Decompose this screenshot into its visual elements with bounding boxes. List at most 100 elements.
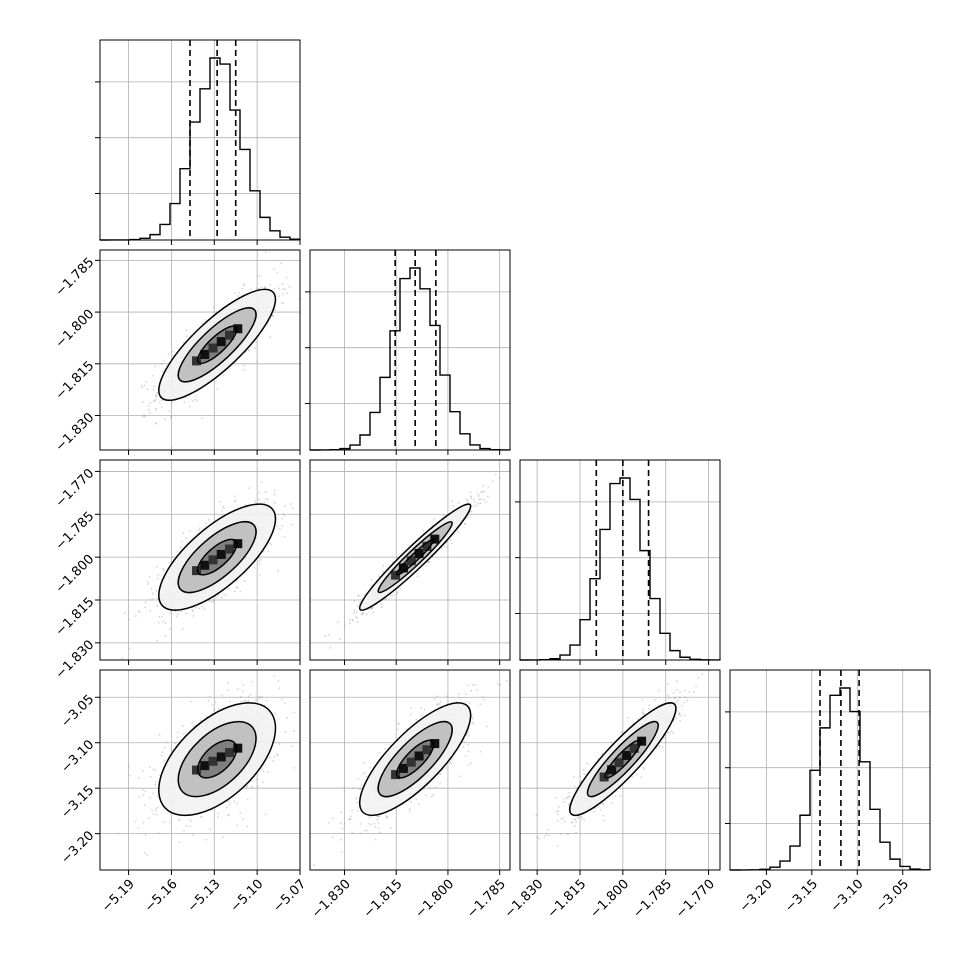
sample-point (279, 528, 281, 530)
sample-point (142, 401, 144, 403)
sample-point (343, 823, 346, 825)
sample-point (162, 620, 164, 623)
axis-frame (729, 669, 931, 871)
sample-point (389, 594, 392, 597)
sample-point (245, 786, 248, 788)
sample-point (290, 523, 293, 526)
sample-point (155, 394, 158, 397)
sample-point (398, 722, 400, 725)
sample-point (353, 609, 356, 612)
sample-point (418, 803, 421, 806)
sample-point (288, 285, 291, 288)
sample-point (235, 586, 238, 589)
sample-point (282, 513, 285, 515)
sample-point (262, 781, 264, 784)
sample-point (243, 580, 246, 583)
sample-point (339, 638, 341, 641)
sample-point (273, 755, 276, 758)
sample-point (643, 713, 646, 716)
axis-frame (99, 249, 301, 451)
sample-point (236, 824, 238, 827)
axis-frame (519, 459, 721, 661)
sample-point (154, 422, 157, 425)
sample-point (259, 558, 262, 561)
sample-point (385, 816, 388, 819)
sample-point (445, 695, 448, 698)
sample-point (144, 790, 147, 793)
sample-point (473, 501, 476, 504)
sample-point (151, 792, 154, 795)
sample-point (439, 700, 442, 703)
sample-point (408, 808, 411, 810)
sample-point (349, 619, 351, 621)
sample-point (340, 838, 342, 841)
sample-point (153, 400, 155, 402)
sample-point (352, 619, 355, 622)
sample-point (138, 610, 141, 613)
sample-point (217, 594, 219, 597)
sample-point (360, 613, 363, 616)
sample-point (575, 831, 578, 834)
sample-point (224, 594, 227, 596)
sample-point (149, 610, 152, 613)
density-peak-cell (398, 763, 408, 773)
sample-point (211, 703, 214, 706)
sample-point (160, 405, 163, 408)
density-peak-cell (216, 337, 226, 347)
sample-point (277, 680, 280, 682)
sample-point (152, 768, 155, 771)
sample-point (349, 818, 351, 821)
sample-point (254, 500, 257, 503)
sample-point (343, 624, 346, 626)
sample-point (352, 787, 355, 789)
sample-point (256, 360, 259, 363)
density-peak-cell (216, 549, 226, 559)
sample-point (198, 527, 201, 530)
sample-point (283, 515, 286, 517)
sample-point (151, 592, 154, 595)
sample-point (148, 411, 151, 414)
sample-point (356, 621, 359, 624)
sample-point (152, 388, 155, 391)
sample-point (420, 707, 423, 710)
sample-point (188, 530, 191, 532)
sample-point (222, 374, 225, 376)
sample-point (221, 694, 223, 697)
sample-point (164, 621, 167, 624)
sample-point (255, 287, 258, 290)
sample-point (246, 825, 249, 828)
sample-point (242, 683, 245, 686)
sample-point (376, 815, 379, 818)
sample-point (276, 271, 279, 274)
sample-point (431, 524, 434, 527)
sample-point (213, 709, 215, 711)
sample-point (683, 701, 686, 704)
sample-point (351, 618, 354, 621)
sample-point (467, 516, 470, 518)
sample-point (228, 813, 230, 816)
sample-point (276, 753, 279, 756)
density-3-2 (535, 673, 704, 847)
sample-point (145, 380, 148, 383)
sample-point (255, 778, 258, 781)
histogram-1 (309, 267, 511, 451)
contour-0 (196, 538, 238, 576)
sample-point (357, 594, 360, 597)
sample-point (156, 806, 159, 809)
sample-point (152, 597, 154, 600)
sample-point (433, 517, 436, 520)
sample-point (641, 698, 644, 701)
sample-point (357, 595, 360, 597)
sample-point (365, 613, 368, 616)
sample-point (358, 602, 361, 605)
sample-point (155, 589, 158, 592)
sample-point (305, 277, 307, 279)
sample-point (158, 615, 161, 618)
sample-point (351, 832, 354, 834)
density-peak-cell (200, 761, 210, 771)
sample-point (392, 594, 395, 597)
density-peak-cell (208, 756, 218, 766)
sample-point (222, 507, 225, 509)
sample-point (272, 314, 275, 317)
sample-point (471, 717, 474, 720)
